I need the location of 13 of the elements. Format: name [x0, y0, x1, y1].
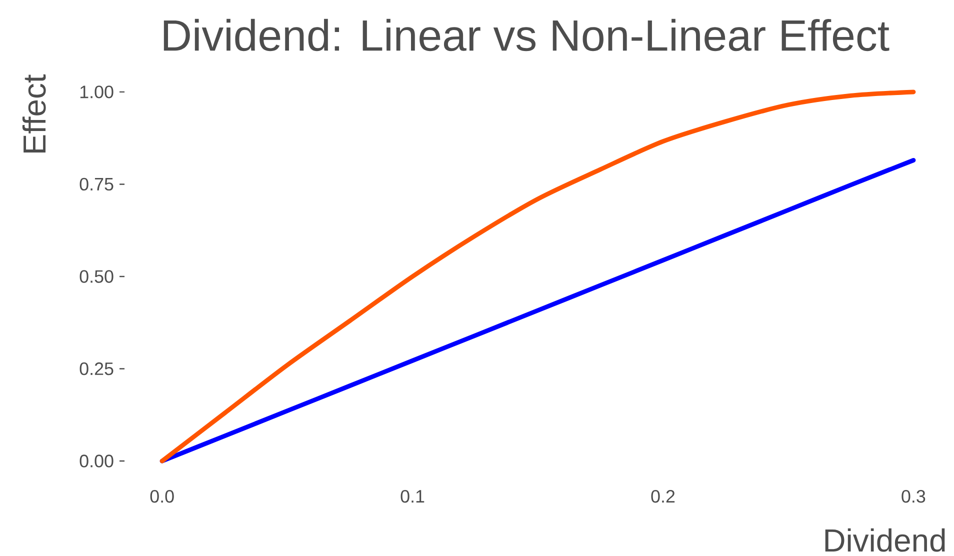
- y-tick-label: 0.00: [80, 454, 114, 468]
- y-axis-title: Effect: [22, 74, 46, 153]
- y-tick-label: 1.00: [80, 86, 114, 98]
- x-tick-label: 0.3: [902, 490, 926, 503]
- chart-title: Dividend: Linear vs Non-Linear Effect: [164, 18, 890, 52]
- y-tick-label: 0.75: [80, 178, 114, 191]
- x-tick-label: 0.2: [651, 490, 675, 503]
- y-tick-label: 0.25: [80, 362, 114, 376]
- x-tick-label: 0.1: [400, 490, 424, 503]
- x-axis-title: Dividend: [825, 528, 945, 552]
- x-tick-label: 0.0: [150, 490, 174, 503]
- y-tick-label: 0.50: [80, 270, 114, 283]
- line-series: [160, 90, 916, 464]
